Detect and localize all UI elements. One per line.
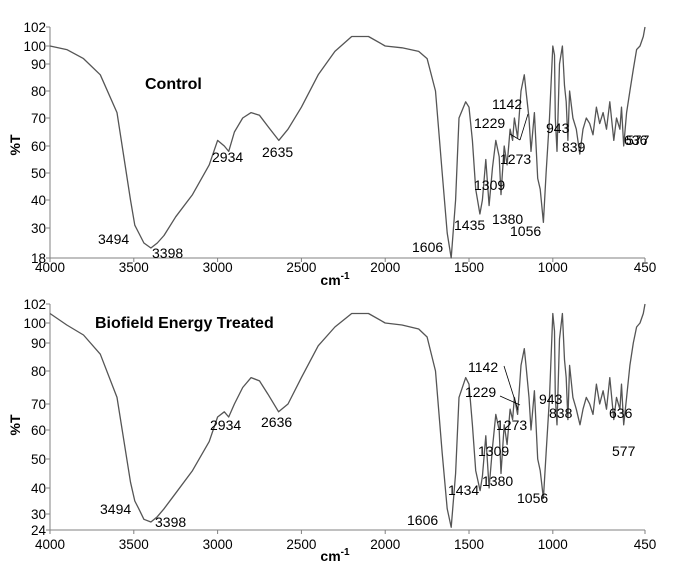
y-tick-label: 90 — [31, 336, 46, 351]
peak-label: 1435 — [454, 217, 485, 233]
peak-label: 2636 — [261, 414, 292, 430]
peak-leader-line — [499, 395, 521, 406]
x-tick-label: 3000 — [203, 260, 233, 275]
peak-label: 3398 — [152, 245, 183, 261]
peak-label: 943 — [546, 120, 570, 136]
y-tick-label: 102 — [23, 297, 46, 312]
peak-leader-line — [509, 133, 521, 141]
peak-label: 1309 — [474, 177, 505, 193]
peak-label: 577 — [626, 132, 650, 148]
x-tick-label: 1000 — [538, 260, 568, 275]
x-tick-label: 4000 — [35, 537, 65, 552]
peak-leader-line — [503, 365, 519, 411]
y-tick-label: 40 — [31, 193, 46, 208]
peak-label: 1142 — [492, 96, 522, 112]
peak-label: 2635 — [262, 144, 293, 160]
x-tick-label: 2500 — [286, 260, 316, 275]
x-tick-label: 450 — [634, 537, 657, 552]
spectrum-line — [49, 26, 646, 259]
peak-label: 3494 — [98, 231, 129, 247]
x-axis-label: cm-1 — [320, 547, 350, 564]
peak-label: 1229 — [474, 115, 505, 131]
spectrum-line — [49, 303, 646, 528]
y-tick-label: 30 — [31, 507, 46, 522]
peak-label: 1434 — [448, 482, 479, 498]
x-tick-label: 2500 — [286, 537, 316, 552]
peak-label: 1229 — [465, 384, 496, 400]
peak-label: 1380 — [492, 211, 523, 227]
x-tick-label: 1000 — [538, 537, 568, 552]
x-tick-label: 2000 — [370, 260, 400, 275]
peak-label: 636 — [609, 405, 633, 421]
y-axis-label: %T — [7, 414, 23, 435]
x-axis-label: cm-1 — [320, 271, 350, 288]
y-axis-label: %T — [7, 134, 23, 155]
x-tick-label: 1500 — [454, 537, 484, 552]
panel-title: Control — [145, 76, 202, 93]
peak-label: 636 — [624, 132, 648, 148]
y-tick-label: 60 — [31, 423, 46, 438]
y-tick-label: 70 — [31, 111, 46, 126]
peak-label: 1273 — [500, 151, 531, 167]
peak-label: 943 — [539, 391, 563, 407]
y-tick-label: 40 — [31, 481, 46, 496]
peak-label: 3494 — [100, 501, 131, 517]
x-tick-label: 3000 — [203, 537, 233, 552]
peak-label: 1142 — [468, 359, 498, 375]
x-tick-label: 2000 — [370, 537, 400, 552]
y-tick-label: 30 — [31, 221, 46, 236]
peak-label: 1309 — [478, 443, 509, 459]
peak-label: 2934 — [212, 149, 243, 165]
panel-title: Biofield Energy Treated — [95, 315, 274, 332]
peak-label: 839 — [562, 139, 586, 155]
peak-leader-line — [519, 113, 529, 141]
x-tick-label: 3500 — [119, 537, 149, 552]
peak-label: 1606 — [412, 239, 443, 255]
x-tick-label: 1500 — [454, 260, 484, 275]
y-tick-label: 18 — [31, 251, 46, 266]
y-tick-label: 80 — [31, 84, 46, 99]
peak-label: 1056 — [517, 490, 548, 506]
x-tick-label: 450 — [634, 260, 657, 275]
y-tick-label: 80 — [31, 364, 46, 379]
x-tick-label: 3500 — [119, 260, 149, 275]
peak-label: 838 — [549, 405, 573, 421]
peak-label: 3398 — [155, 514, 186, 530]
peak-label: 2934 — [210, 417, 241, 433]
y-tick-label: 50 — [31, 166, 46, 181]
y-tick-label: 24 — [31, 523, 47, 538]
y-tick-label: 90 — [31, 57, 46, 72]
y-tick-label: 70 — [31, 397, 46, 412]
peak-label: 1606 — [407, 512, 438, 528]
peak-label: 1380 — [482, 473, 513, 489]
peak-label: 1056 — [510, 223, 541, 239]
y-tick-label: 50 — [31, 452, 46, 467]
peak-label: 577 — [612, 443, 636, 459]
y-tick-label: 60 — [31, 139, 46, 154]
y-tick-label: 102 — [23, 20, 46, 35]
y-tick-label: 100 — [23, 316, 46, 331]
control-panel: 4000 3500 3000 2500 2000 1500 1000 450 18 30 40 50 6… — [7, 20, 656, 288]
x-tick-label: 4000 — [35, 260, 65, 275]
peak-label: 1273 — [496, 417, 527, 433]
y-tick-label: 100 — [23, 39, 46, 54]
